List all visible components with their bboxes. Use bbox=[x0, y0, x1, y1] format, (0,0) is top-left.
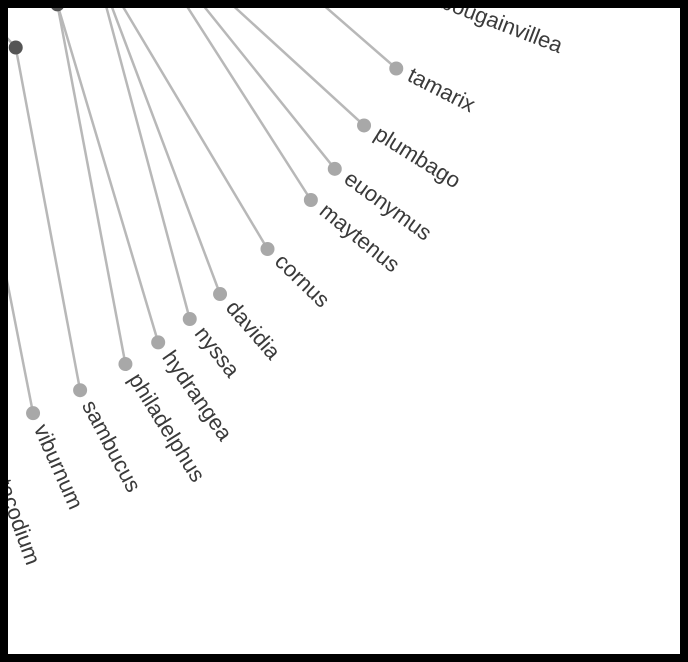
leaf-node bbox=[118, 357, 132, 371]
leaf-node bbox=[183, 312, 197, 326]
edge bbox=[57, 8, 158, 342]
leaf-node bbox=[73, 383, 87, 397]
leaf-node bbox=[357, 118, 371, 132]
edge bbox=[8, 84, 33, 413]
diagram-frame: stroideaecornaceaenyssaceaehydrangeoidea… bbox=[0, 0, 688, 662]
edge bbox=[121, 8, 335, 169]
leaf-node bbox=[151, 335, 165, 349]
leaf-node bbox=[304, 193, 318, 207]
leaf-label: heptacodium bbox=[8, 441, 46, 568]
inner-node bbox=[50, 8, 64, 11]
edge bbox=[121, 8, 364, 125]
edge bbox=[57, 8, 125, 364]
leaf-node bbox=[328, 162, 342, 176]
leaf-label: tamarix bbox=[404, 62, 480, 117]
leaf-label: viburnum bbox=[29, 420, 89, 513]
leaf-node bbox=[26, 406, 40, 420]
edge bbox=[16, 48, 80, 391]
edge bbox=[93, 8, 220, 294]
tree-diagram: stroideaecornaceaenyssaceaehydrangeoidea… bbox=[8, 8, 680, 654]
inner-node bbox=[9, 41, 23, 55]
leaf-node bbox=[213, 287, 227, 301]
leaf-label: sambucus bbox=[77, 396, 146, 496]
leaf-label: cornus bbox=[270, 249, 335, 313]
leaf-node bbox=[261, 242, 275, 256]
leaf-node bbox=[389, 61, 403, 75]
leaf-label: plumbago bbox=[370, 121, 465, 193]
leaf-label: bougainvillea bbox=[437, 8, 567, 58]
